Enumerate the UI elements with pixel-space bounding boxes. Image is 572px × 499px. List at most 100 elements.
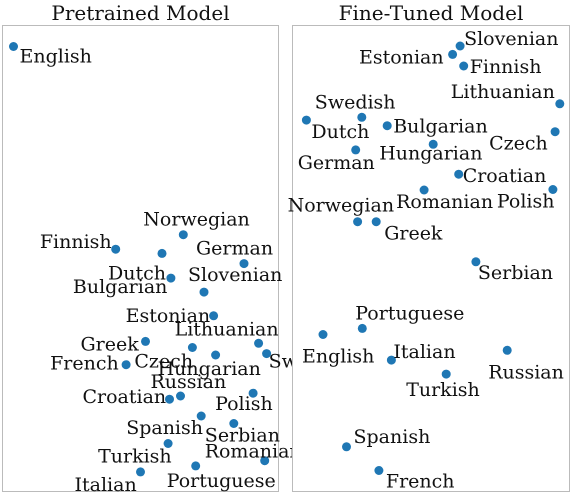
point-swedish bbox=[262, 349, 272, 359]
point-norwegian bbox=[353, 217, 363, 227]
point-lithuanian bbox=[254, 338, 264, 348]
point-turkish bbox=[441, 369, 451, 379]
label-english: English bbox=[302, 346, 374, 368]
label-portuguese: Portuguese bbox=[167, 470, 276, 492]
point-french bbox=[374, 466, 384, 475]
point-spanish bbox=[342, 442, 351, 452]
panel-title: Pretrained Model bbox=[51, 1, 229, 25]
point-serbian bbox=[471, 257, 481, 267]
points-layer: Slovenian Estonian Finnish Swedish Lithuania… bbox=[288, 28, 565, 493]
label-german: German bbox=[196, 238, 273, 260]
label-hungarian: Hungarian bbox=[379, 142, 482, 164]
panel-title: Fine-Tuned Model bbox=[339, 1, 524, 25]
point-bulgarian bbox=[382, 121, 392, 131]
label-polish: Polish bbox=[215, 393, 273, 415]
point-croatian bbox=[454, 169, 464, 179]
label-spanish: Spanish bbox=[126, 417, 203, 439]
point-finnish bbox=[111, 244, 121, 254]
label-finnish: Finnish bbox=[470, 56, 542, 78]
point-norwegian bbox=[178, 230, 188, 240]
point-czech bbox=[187, 343, 197, 352]
point-estonian bbox=[209, 311, 219, 321]
panel-frame bbox=[2, 25, 279, 492]
label-czech: Czech bbox=[489, 133, 548, 155]
label-russian: Russian bbox=[488, 361, 564, 383]
label-swedish: Swedish bbox=[315, 91, 396, 113]
label-czech: Czech bbox=[134, 351, 193, 373]
point-serbian bbox=[229, 419, 239, 428]
point-dutch bbox=[301, 115, 311, 125]
label-serbian: Serbian bbox=[478, 262, 553, 284]
label-hungarian: Hungarian bbox=[158, 358, 261, 380]
point-hungarian bbox=[211, 350, 221, 360]
label-finnish: Finnish bbox=[40, 231, 112, 253]
label-norwegian: Norwegian bbox=[143, 209, 249, 231]
point-german bbox=[351, 145, 361, 155]
label-dutch: Dutch bbox=[311, 121, 369, 143]
label-estonian: Estonian bbox=[359, 46, 444, 68]
point-croatian bbox=[165, 394, 174, 404]
point-lithuanian bbox=[555, 99, 565, 109]
label-serbian: Serbian bbox=[205, 425, 280, 447]
point-czech bbox=[550, 127, 560, 137]
label-english: English bbox=[20, 46, 92, 68]
label-slovenian: Slovenian bbox=[188, 264, 282, 286]
point-greek bbox=[141, 336, 150, 346]
point-english bbox=[9, 42, 18, 51]
point-finnish bbox=[459, 61, 469, 71]
label-italian: Italian bbox=[75, 474, 137, 494]
label-greek: Greek bbox=[384, 223, 443, 245]
label-dutch: Dutch bbox=[108, 262, 166, 284]
point-russian bbox=[176, 391, 185, 401]
point-french bbox=[121, 360, 131, 370]
point-italian bbox=[136, 467, 145, 477]
point-polish bbox=[548, 185, 558, 194]
point-bulgarian bbox=[166, 273, 176, 283]
label-bulgarian: Bulgarian bbox=[73, 276, 167, 298]
point-portuguese bbox=[191, 461, 201, 471]
point-swedish bbox=[357, 112, 367, 122]
point-romanian bbox=[260, 456, 270, 466]
label-romanian: Romanian bbox=[396, 191, 493, 213]
point-english bbox=[318, 330, 328, 339]
label-croatian: Croatian bbox=[83, 386, 167, 408]
label-portuguese: Portuguese bbox=[355, 302, 464, 324]
label-turkish: Turkish bbox=[406, 379, 480, 401]
point-polish bbox=[248, 388, 258, 398]
label-bulgarian: Bulgarian bbox=[393, 116, 488, 138]
label-slovenian: Slovenian bbox=[464, 28, 558, 50]
point-russian bbox=[502, 345, 512, 355]
label-lithuanian: Lithuanian bbox=[451, 81, 555, 103]
point-portuguese bbox=[357, 323, 367, 333]
point-german bbox=[239, 259, 249, 269]
label-italian: Italian bbox=[393, 341, 455, 363]
point-slovenian bbox=[199, 287, 209, 297]
label-spanish: Spanish bbox=[354, 426, 431, 448]
label-french: French bbox=[50, 353, 119, 375]
point-slovenian bbox=[455, 41, 465, 51]
label-greek: Greek bbox=[81, 333, 140, 355]
panel-fine-tuned: Fine-Tuned Model Slovenian Estonian Finnis… bbox=[288, 1, 570, 493]
label-croatian: Croatian bbox=[463, 165, 547, 187]
point-greek bbox=[371, 217, 381, 227]
label-romanian: Romanian bbox=[205, 441, 302, 463]
label-french: French bbox=[386, 471, 455, 493]
point-estonian bbox=[448, 49, 458, 59]
point-romanian bbox=[419, 185, 429, 195]
label-russian: Russian bbox=[151, 371, 227, 393]
label-norwegian: Norwegian bbox=[288, 195, 394, 217]
panel-pretrained: Pretrained Model English Finnish Norwegian… bbox=[2, 1, 349, 496]
panel-frame bbox=[292, 25, 570, 492]
label-lithuanian: Lithuanian bbox=[175, 318, 279, 340]
point-italian bbox=[386, 355, 396, 365]
point-turkish bbox=[163, 439, 173, 448]
point-hungarian bbox=[428, 139, 438, 149]
label-estonian: Estonian bbox=[126, 305, 211, 327]
point-dutch bbox=[157, 248, 167, 258]
label-german: German bbox=[298, 152, 375, 174]
label-polish: Polish bbox=[497, 191, 555, 213]
label-turkish: Turkish bbox=[98, 446, 172, 468]
point-spanish bbox=[196, 411, 206, 421]
